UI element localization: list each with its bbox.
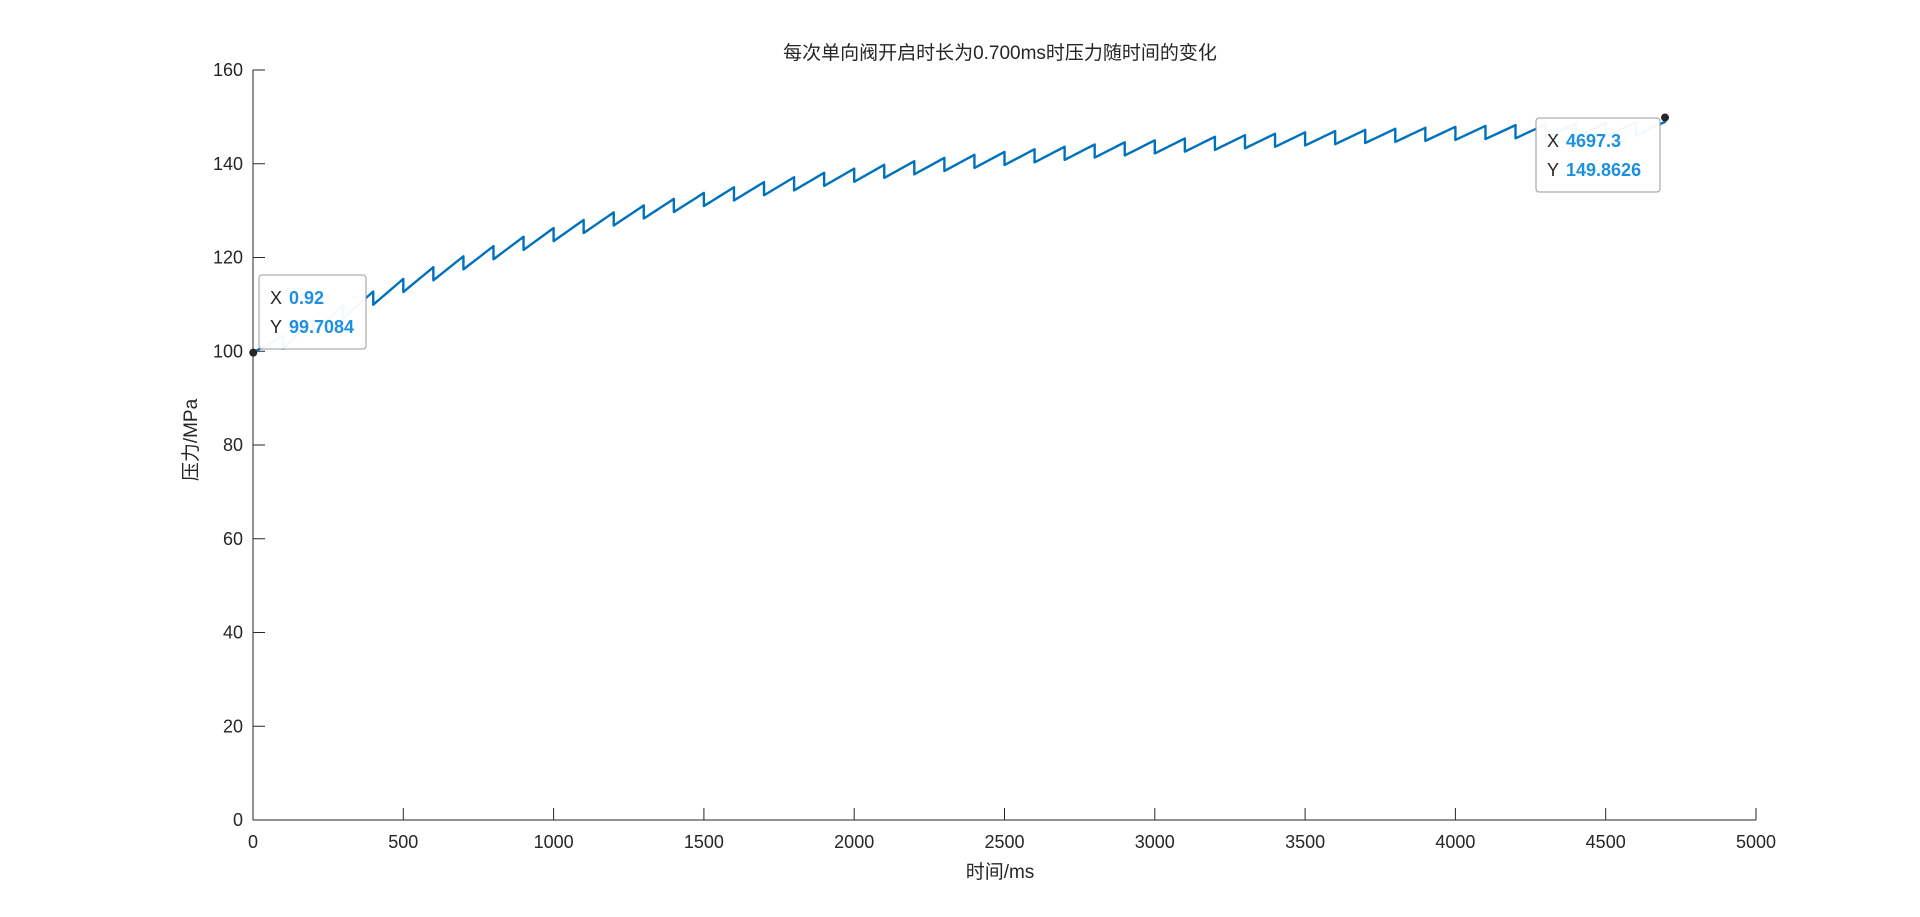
datatip-x-value: 0.92 — [289, 288, 324, 308]
datatip-box — [258, 274, 367, 350]
axes: 0 500 1000 1500 2000 2500 3000 3500 4000 4500 5000… — [213, 60, 1776, 852]
datatip-y-label: Y — [270, 317, 282, 337]
x-tick-label: 5000 — [1736, 832, 1776, 852]
datatip-x-label: X — [1547, 131, 1559, 151]
x-tick-label: 4500 — [1586, 832, 1626, 852]
series-pressure-line — [252, 117, 1667, 354]
datatip-marker[interactable] — [1661, 113, 1670, 122]
x-axis-label: 时间/ms — [966, 861, 1035, 883]
x-tick-label: 2500 — [984, 832, 1024, 852]
y-tick-label: 140 — [213, 154, 243, 174]
datatip-y-value: 149.8626 — [1566, 160, 1641, 180]
x-tick-label: 3000 — [1135, 832, 1175, 852]
datatips: X 0.92 Y 99.7084 X 4697.3 Y 149.8626 — [249, 113, 1670, 357]
y-tick-label: 20 — [223, 716, 243, 736]
datatip[interactable]: X 4697.3 Y 149.8626 — [1535, 113, 1670, 193]
x-tick-label: 0 — [248, 832, 258, 852]
series-line — [252, 117, 1667, 354]
x-tick-label: 1000 — [534, 832, 574, 852]
y-tick-label: 160 — [213, 60, 243, 80]
datatip-x-value: 4697.3 — [1566, 131, 1621, 151]
x-tick-label: 4000 — [1435, 832, 1475, 852]
datatip[interactable]: X 0.92 Y 99.7084 — [249, 274, 367, 357]
y-axis-label: 压力/MPa — [180, 398, 202, 481]
y-tick-label: 60 — [223, 529, 243, 549]
y-tick-label: 80 — [223, 435, 243, 455]
x-tick-label: 3500 — [1285, 832, 1325, 852]
y-tick-label: 0 — [233, 810, 243, 830]
chart-title: 每次单向阀开启时长为0.700ms时压力随时间的变化 — [783, 42, 1217, 64]
datatip-y-value: 99.7084 — [289, 317, 354, 337]
datatip-box — [1535, 117, 1661, 193]
y-tick-label: 120 — [213, 248, 243, 268]
x-tick-label: 500 — [388, 832, 418, 852]
x-tick-label: 1500 — [684, 832, 724, 852]
x-tick-label: 2000 — [834, 832, 874, 852]
datatip-marker[interactable] — [249, 348, 258, 357]
datatip-x-label: X — [270, 288, 282, 308]
y-tick-label: 100 — [213, 341, 243, 361]
y-tick-label: 40 — [223, 623, 243, 643]
datatip-y-label: Y — [1547, 160, 1559, 180]
